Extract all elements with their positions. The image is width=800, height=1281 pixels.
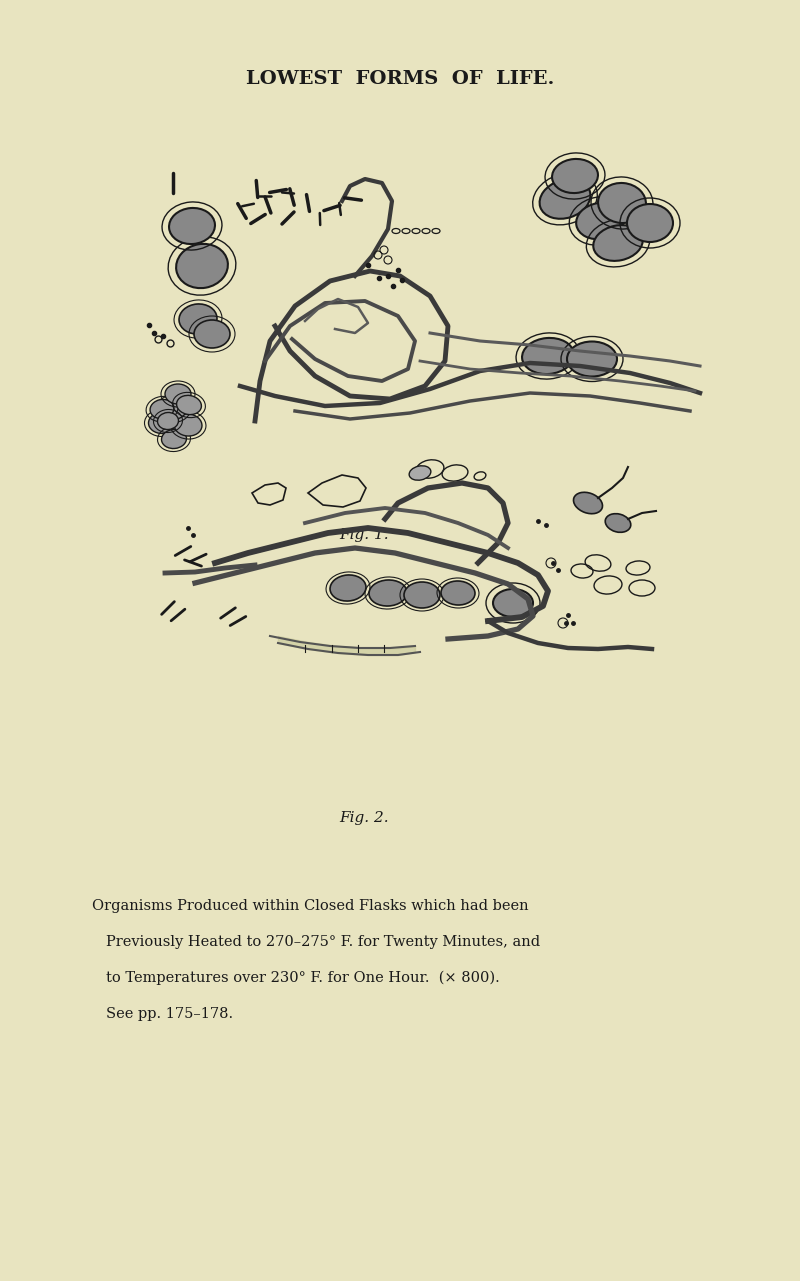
- Ellipse shape: [606, 514, 630, 533]
- Ellipse shape: [552, 159, 598, 193]
- Ellipse shape: [598, 183, 646, 223]
- Ellipse shape: [149, 412, 175, 433]
- Ellipse shape: [567, 342, 617, 377]
- Text: Previously Heated to 270–275° F. for Twenty Minutes, and: Previously Heated to 270–275° F. for Twe…: [106, 935, 540, 949]
- Ellipse shape: [165, 384, 191, 404]
- Ellipse shape: [158, 412, 178, 429]
- Ellipse shape: [576, 202, 624, 240]
- Text: Fig. 1.: Fig. 1.: [339, 528, 389, 542]
- Ellipse shape: [174, 414, 202, 436]
- Ellipse shape: [522, 338, 574, 374]
- Text: Fig. 2.: Fig. 2.: [339, 811, 389, 825]
- Ellipse shape: [150, 400, 174, 419]
- Ellipse shape: [404, 582, 440, 608]
- Ellipse shape: [441, 582, 475, 605]
- Ellipse shape: [169, 208, 215, 245]
- Text: to Temperatures over 230° F. for One Hour.  (× 800).: to Temperatures over 230° F. for One Hou…: [106, 971, 499, 985]
- Text: See pp. 175–178.: See pp. 175–178.: [106, 1007, 233, 1021]
- Ellipse shape: [179, 304, 217, 334]
- Text: LOWEST  FORMS  OF  LIFE.: LOWEST FORMS OF LIFE.: [246, 70, 554, 88]
- Ellipse shape: [409, 466, 431, 480]
- Ellipse shape: [493, 589, 533, 617]
- Ellipse shape: [574, 492, 602, 514]
- Ellipse shape: [627, 204, 673, 242]
- Ellipse shape: [369, 580, 407, 606]
- Ellipse shape: [159, 398, 186, 419]
- Ellipse shape: [194, 320, 230, 348]
- Ellipse shape: [539, 179, 590, 219]
- Ellipse shape: [162, 429, 186, 448]
- Ellipse shape: [330, 575, 366, 601]
- Ellipse shape: [594, 225, 642, 261]
- Ellipse shape: [176, 243, 228, 288]
- Ellipse shape: [177, 396, 202, 415]
- Text: Organisms Produced within Closed Flasks which had been: Organisms Produced within Closed Flasks …: [92, 899, 529, 913]
